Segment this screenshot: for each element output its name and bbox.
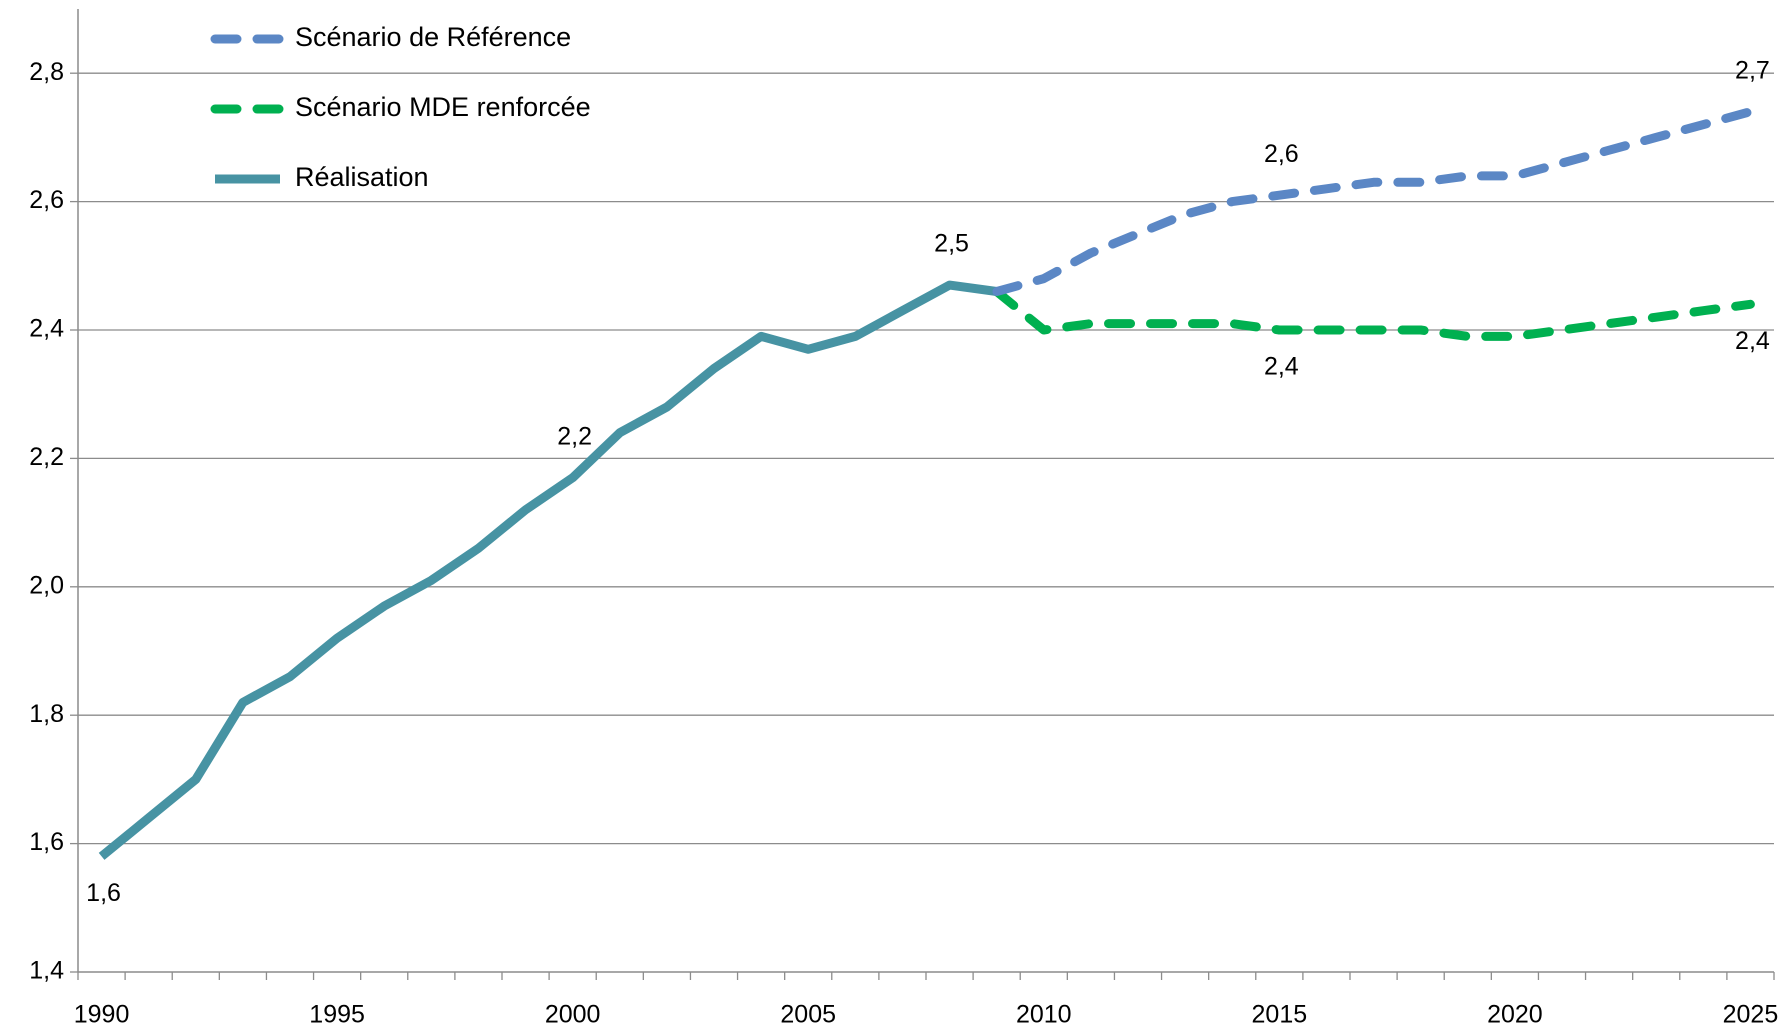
x-tick-label: 1990 [74, 1001, 130, 1029]
y-tick-label: 2,0 [29, 571, 64, 599]
series-line [98, 280, 998, 860]
y-tick-label: 1,6 [29, 828, 64, 856]
x-tick-label: 2020 [1487, 1001, 1543, 1029]
y-tick-label: 2,6 [29, 186, 64, 214]
y-tick-label: 2,8 [29, 58, 64, 86]
legend-label: Scénario MDE renforcée [295, 92, 591, 122]
data-label: 2,7 [1735, 56, 1770, 84]
data-label: 2,6 [1264, 140, 1299, 168]
x-tick-label: 2010 [1016, 1001, 1072, 1029]
data-label: 2,4 [1735, 327, 1770, 355]
y-tick-label: 1,8 [29, 700, 64, 728]
legend-label: Scénario de Référence [295, 22, 571, 52]
y-tick-label: 2,2 [29, 443, 64, 471]
legend-label: Réalisation [295, 162, 429, 192]
x-tick-label: 1995 [309, 1001, 365, 1029]
x-tick-label: 2000 [545, 1001, 601, 1029]
y-tick-label: 1,4 [29, 957, 64, 985]
x-tick-label: 2005 [780, 1001, 836, 1029]
data-label: 2,4 [1264, 353, 1299, 381]
x-tick-label: 2025 [1723, 1001, 1779, 1029]
legend: Scénario de Référence Scénario MDE renfor… [210, 22, 591, 192]
y-tick-label: 2,4 [29, 315, 64, 343]
series-line [992, 107, 1755, 296]
data-label: 1,6 [86, 879, 121, 907]
data-label: 2,5 [934, 230, 969, 258]
series-line [992, 287, 1755, 341]
x-tick-label: 2015 [1252, 1001, 1308, 1029]
data-label: 2,2 [557, 422, 592, 450]
